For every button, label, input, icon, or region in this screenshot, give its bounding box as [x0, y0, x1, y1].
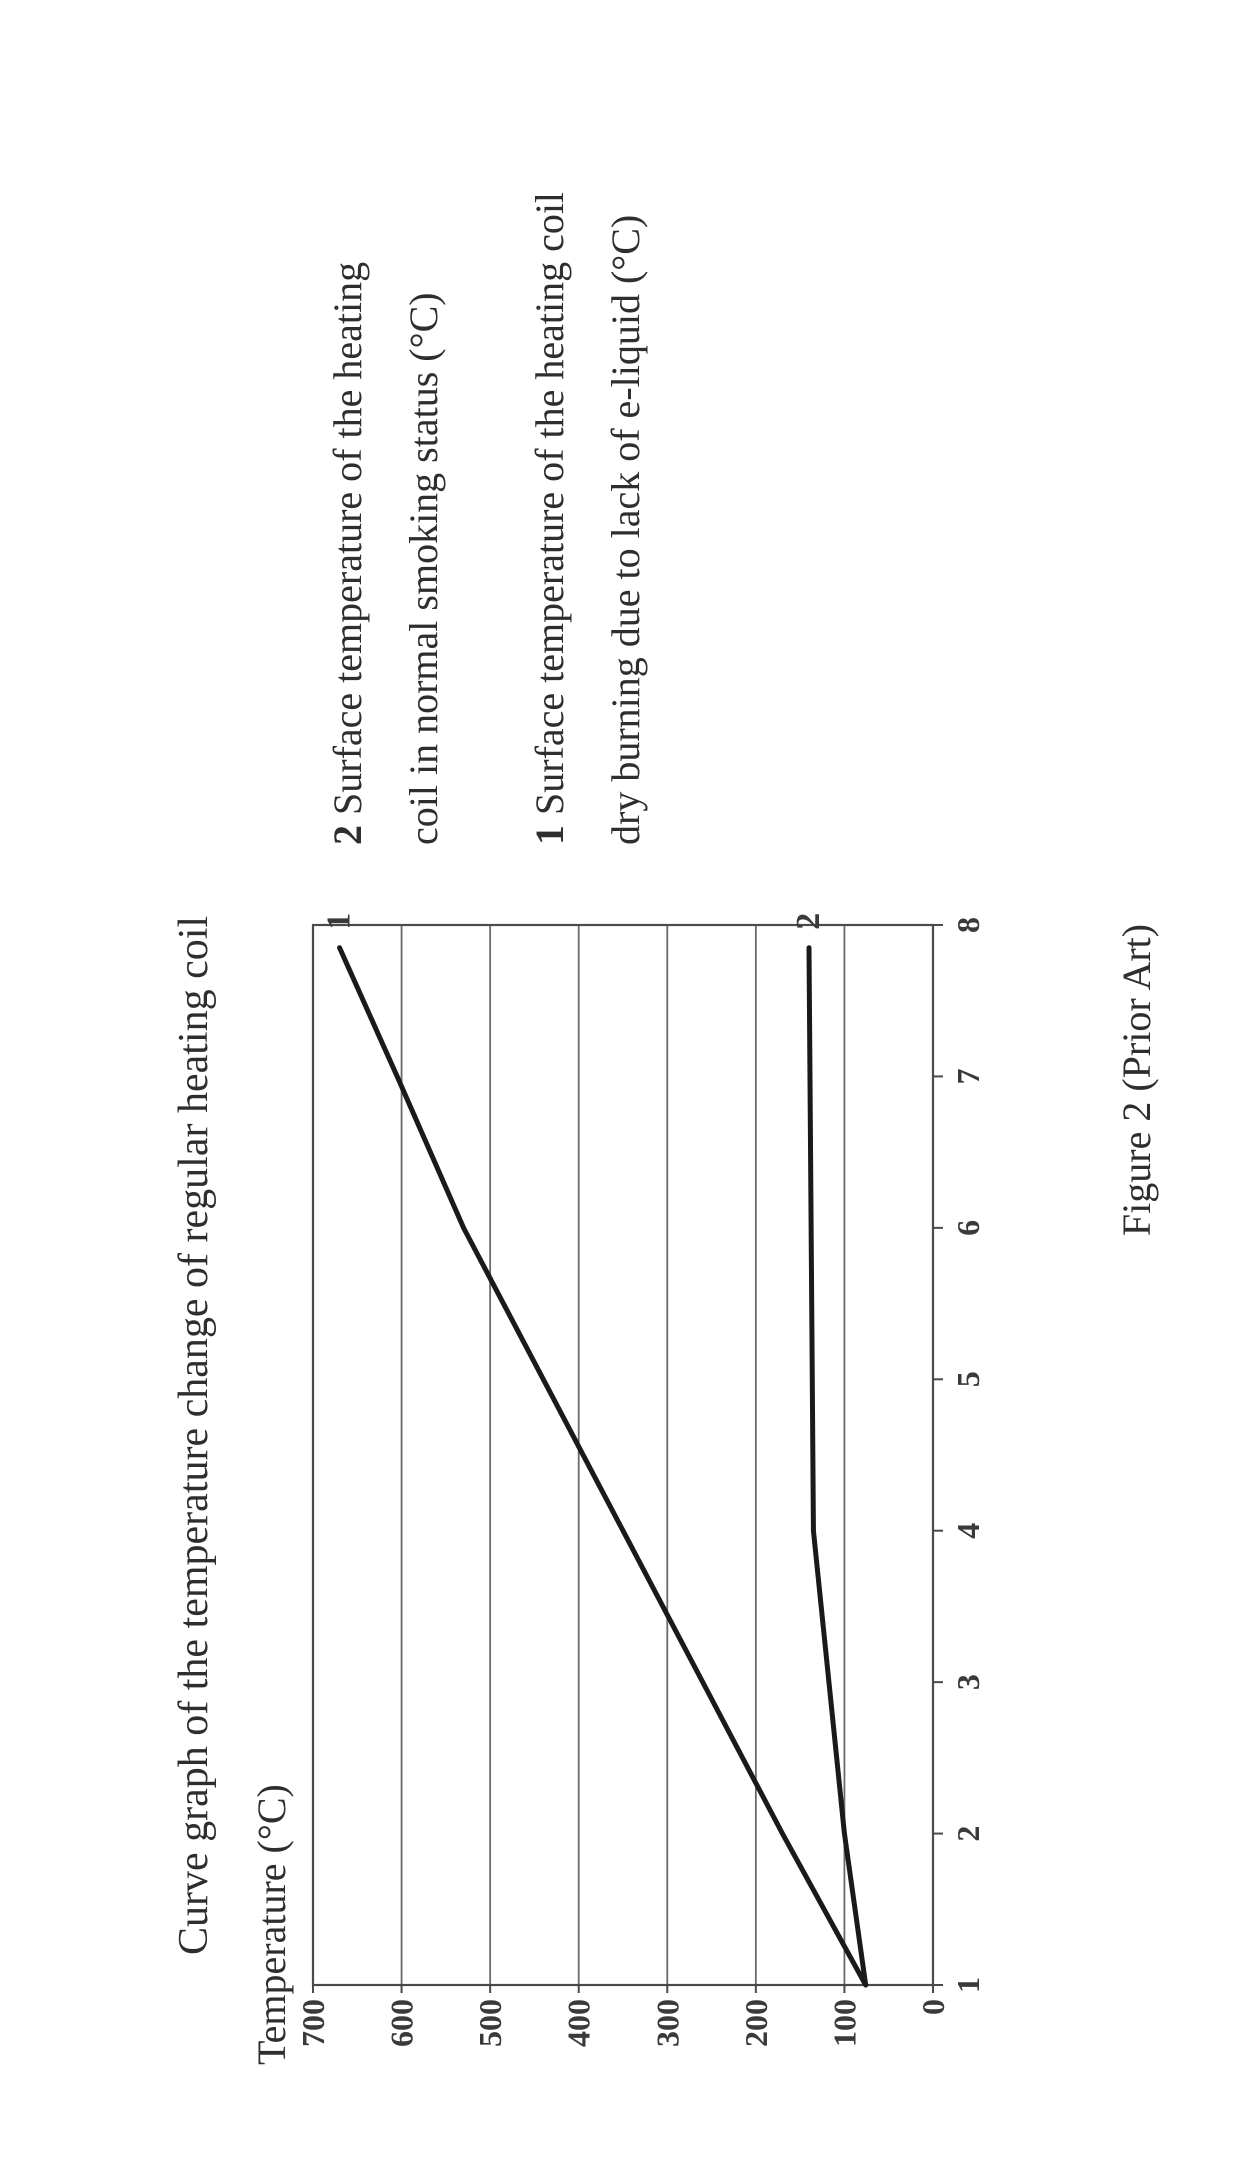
series-label-1: 1 — [321, 913, 358, 930]
svg-text:200: 200 — [738, 1999, 774, 2047]
svg-text:6: 6 — [950, 1220, 986, 1236]
legend-line: 1 Surface temperature of the heating coi… — [512, 85, 588, 845]
figure-container: Curve graph of the temperature change of… — [0, 0, 1240, 2160]
plot-wrap: Curve graph of the temperature change of… — [170, 905, 1003, 2075]
legend-line: 2 Surface temperature of the heating — [310, 85, 386, 845]
legend-line: coil in normal smoking status (°C) — [386, 85, 462, 845]
svg-text:0: 0 — [915, 1999, 951, 2015]
legend-item-2: 2 Surface temperature of the heatingcoil… — [310, 85, 462, 845]
svg-text:7: 7 — [950, 1068, 986, 1084]
svg-text:600: 600 — [384, 1999, 420, 2047]
chart-title: Curve graph of the temperature change of… — [170, 916, 218, 1955]
chart-row: Curve graph of the temperature change of… — [170, 85, 1003, 2075]
svg-text:100: 100 — [826, 1999, 862, 2047]
svg-text:5: 5 — [950, 1371, 986, 1387]
svg-text:1: 1 — [950, 1977, 986, 1993]
legend-item-1: 1 Surface temperature of the heating coi… — [512, 85, 664, 845]
legend: 2 Surface temperature of the heatingcoil… — [170, 85, 714, 905]
y-axis-label: Temperature (°C) — [248, 945, 295, 2075]
svg-text:4: 4 — [950, 1523, 986, 1539]
figure-caption: Figure 2 (Prior Art) — [1113, 924, 1160, 1236]
svg-text:2: 2 — [950, 1826, 986, 1842]
svg-text:400: 400 — [561, 1999, 597, 2047]
svg-text:500: 500 — [472, 1999, 508, 2047]
legend-line: dry burning due to lack of e-liquid (°C) — [588, 85, 664, 845]
line-chart: 0 100 200 300 400 500 600 700 1 2 3 4 5 6 7 8 1 2 — [301, 905, 1003, 2075]
svg-text:8: 8 — [950, 917, 986, 933]
series-label-2: 2 — [790, 913, 827, 930]
svg-text:3: 3 — [950, 1674, 986, 1690]
svg-text:300: 300 — [649, 1999, 685, 2047]
svg-text:700: 700 — [301, 1999, 331, 2047]
